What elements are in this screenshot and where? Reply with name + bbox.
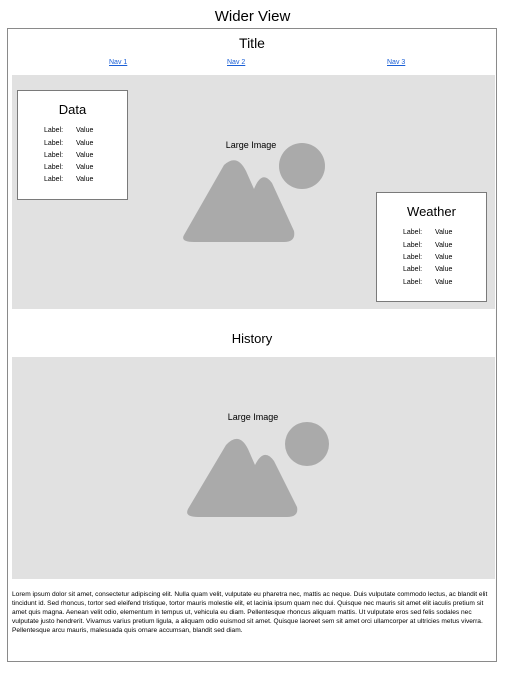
hero-image: Large Image Data Label: Value Label: Val… — [12, 75, 495, 309]
weather-card-title: Weather — [407, 204, 456, 219]
weather-row-label: Label: — [403, 254, 423, 261]
data-row-value: Value — [76, 152, 94, 159]
weather-row-label: Label: — [403, 279, 423, 286]
history-image: Large Image — [12, 357, 495, 579]
history-title: History — [231, 331, 273, 346]
weather-row-value: Value — [435, 266, 453, 273]
weather-row-value: Value — [435, 229, 453, 236]
weather-row-value: Value — [435, 254, 453, 261]
data-row-label: Label: — [44, 127, 64, 134]
page-frame: Title Nav 1 Nav 2 Nav 3 Large Image Data… — [7, 28, 497, 662]
weather-row-value: Value — [435, 242, 453, 249]
data-row-value: Value — [76, 127, 94, 134]
image-placeholder-icon — [187, 422, 329, 517]
data-card: Data Label: Value Label: Value Label: Va… — [17, 90, 128, 200]
site-title: Title — [239, 35, 265, 51]
data-row-value: Value — [76, 164, 94, 171]
weather-row-value: Value — [435, 279, 453, 286]
weather-row-label: Label: — [403, 242, 423, 249]
page-heading: Wider View — [214, 8, 291, 25]
data-row-label: Label: — [44, 140, 64, 147]
hero-image-caption: Large Image — [225, 140, 277, 150]
data-card-title: Data — [58, 102, 87, 117]
data-row-value: Value — [76, 176, 94, 183]
data-row-label: Label: — [44, 152, 64, 159]
nav-link-2[interactable]: Nav 2 — [227, 59, 246, 66]
weather-row-label: Label: — [403, 229, 423, 236]
image-placeholder-icon — [183, 143, 325, 242]
data-row-label: Label: — [44, 176, 64, 183]
weather-row-label: Label: — [403, 266, 423, 273]
nav-link-1[interactable]: Nav 1 — [109, 59, 128, 66]
history-body-text: Lorem ipsum dolor sit amet, consectetur … — [12, 591, 488, 634]
data-row-label: Label: — [44, 164, 64, 171]
weather-card: Weather Label: Value Label: Value Label:… — [376, 192, 487, 302]
data-row-value: Value — [76, 140, 94, 147]
nav-link-3[interactable]: Nav 3 — [387, 59, 406, 66]
history-image-caption: Large Image — [227, 412, 279, 422]
